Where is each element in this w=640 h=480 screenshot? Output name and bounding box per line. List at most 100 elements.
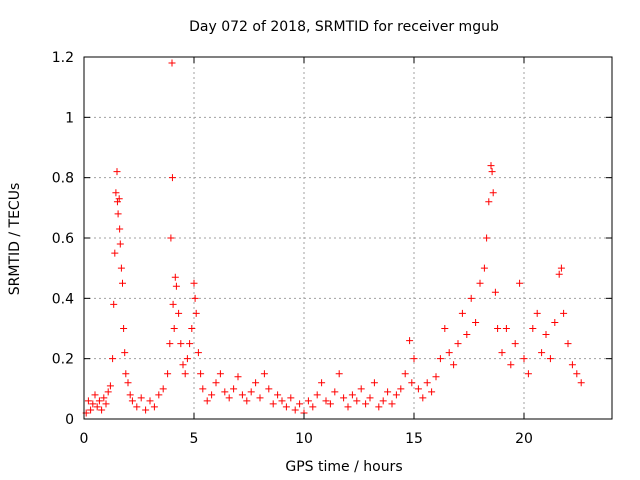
data-point	[463, 331, 471, 339]
data-point	[568, 361, 576, 369]
data-point	[265, 385, 273, 393]
data-point	[146, 397, 154, 405]
data-point	[546, 355, 554, 363]
data-point	[98, 406, 106, 414]
data-point	[392, 391, 400, 399]
data-point	[110, 300, 118, 308]
data-point	[183, 355, 191, 363]
x-axis-label: GPS time / hours	[285, 459, 402, 475]
data-point	[524, 370, 532, 378]
data-point	[498, 349, 506, 357]
data-point	[225, 394, 233, 402]
data-point	[423, 379, 431, 387]
data-point	[109, 355, 117, 363]
data-point	[516, 279, 524, 287]
data-point	[472, 318, 480, 326]
data-point	[212, 379, 220, 387]
data-point	[208, 391, 216, 399]
data-point	[171, 273, 179, 281]
data-point	[168, 174, 176, 182]
data-point	[168, 59, 176, 67]
data-point	[480, 264, 488, 272]
data-point	[555, 270, 563, 278]
y-tick-label: 0.4	[52, 291, 74, 307]
grid	[84, 57, 612, 419]
data-point	[304, 397, 312, 405]
data-point	[192, 309, 200, 317]
data-point	[194, 349, 202, 357]
data-point	[159, 385, 167, 393]
data-point	[124, 379, 132, 387]
data-point	[256, 394, 264, 402]
x-tick-label: 10	[295, 431, 313, 447]
data-point	[111, 249, 119, 257]
y-tick-label: 0.6	[52, 231, 74, 247]
data-point	[116, 225, 124, 233]
data-point	[216, 370, 224, 378]
data-point	[179, 361, 187, 369]
data-point	[172, 282, 180, 290]
data-point	[155, 391, 163, 399]
data-point	[87, 406, 95, 414]
data-point	[322, 397, 330, 405]
data-point	[458, 309, 466, 317]
data-point	[577, 379, 585, 387]
data-point	[331, 388, 339, 396]
data-point	[488, 168, 496, 176]
data-point	[406, 337, 414, 345]
data-point	[170, 325, 178, 332]
data-point	[113, 198, 121, 206]
data-point	[177, 340, 185, 348]
data-point	[370, 379, 378, 387]
data-point	[388, 400, 396, 408]
data-point	[573, 370, 581, 378]
data-point	[529, 325, 537, 332]
data-point	[485, 198, 493, 206]
data-point	[260, 370, 268, 378]
data-point	[142, 406, 150, 414]
data-point	[122, 370, 130, 378]
data-point	[511, 340, 519, 348]
data-point	[379, 397, 387, 405]
data-point	[467, 294, 475, 302]
data-point	[366, 394, 374, 402]
y-tick-label: 1	[65, 110, 74, 126]
data-point	[282, 403, 290, 411]
data-point	[119, 279, 126, 287]
data-point	[93, 403, 101, 411]
data-point	[384, 388, 392, 396]
data-point	[491, 288, 499, 296]
data-point	[445, 349, 453, 357]
data-point	[362, 400, 370, 408]
y-tick-label: 1.2	[52, 50, 74, 66]
x-tick-label: 15	[405, 431, 423, 447]
data-point	[454, 340, 462, 348]
data-point	[450, 361, 458, 369]
data-point	[117, 264, 125, 272]
data-point	[489, 189, 497, 197]
data-point	[169, 300, 177, 308]
x-tick-label: 0	[80, 431, 89, 447]
y-axis-label: SRMTID / TECUs	[7, 183, 23, 296]
data-point	[150, 403, 158, 411]
x-tick-label: 5	[190, 431, 199, 447]
data-point	[520, 355, 528, 363]
data-point	[494, 325, 502, 332]
data-point	[538, 349, 546, 357]
data-point	[199, 385, 207, 393]
data-point	[120, 325, 128, 332]
data-point	[137, 394, 145, 402]
data-point	[247, 388, 255, 396]
data-point	[84, 397, 92, 405]
data-point	[375, 403, 383, 411]
data-point	[318, 379, 326, 387]
data-point	[551, 318, 559, 326]
data-point	[344, 403, 352, 411]
data-point	[221, 388, 229, 396]
data-point	[116, 240, 124, 248]
data-point	[557, 264, 565, 272]
data-point	[197, 370, 205, 378]
data-point	[487, 162, 495, 170]
data-point	[287, 394, 295, 402]
data-point	[95, 397, 103, 405]
